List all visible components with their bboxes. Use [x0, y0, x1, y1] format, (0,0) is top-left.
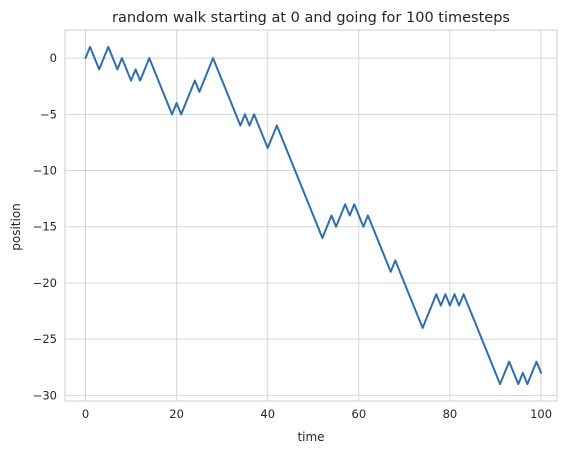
y-tick-label: −20 [33, 276, 57, 290]
x-tick-label: 0 [82, 407, 89, 421]
x-tick-label: 20 [169, 407, 184, 421]
random-walk-series-line [84, 45, 543, 386]
y-tick-label: −25 [33, 332, 57, 346]
y-tick-label: −30 [33, 388, 57, 402]
x-tick-label: 80 [443, 407, 458, 421]
tick-label-layer: 0 20 40 60 80 100 0 −5 −10 −15 −20 −25 −30 [33, 51, 552, 421]
y-tick-label: −10 [33, 164, 57, 178]
x-axis-label: time [297, 430, 324, 444]
x-tick-label: 100 [530, 407, 552, 421]
x-tick-label: 60 [352, 407, 367, 421]
chart-title: random walk starting at 0 and going for … [112, 10, 510, 26]
y-tick-label: −5 [40, 107, 57, 121]
y-axis-label: position [9, 203, 23, 251]
y-tick-label: −15 [33, 220, 57, 234]
series-layer [84, 45, 543, 386]
plot-area-frame [64, 29, 558, 402]
y-tick-label: 0 [50, 51, 57, 65]
grid-layer [65, 30, 557, 401]
x-tick-label: 40 [260, 407, 275, 421]
